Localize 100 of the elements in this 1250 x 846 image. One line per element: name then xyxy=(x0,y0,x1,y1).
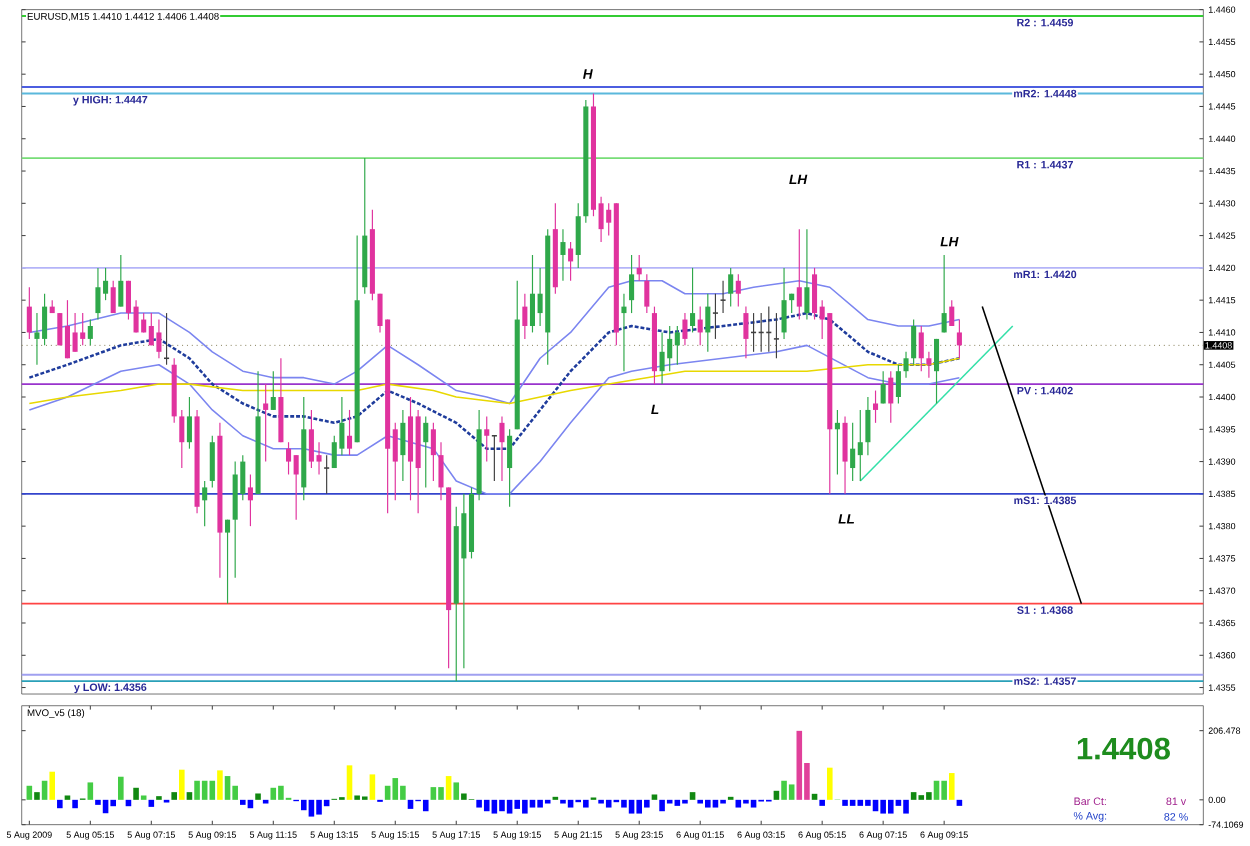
candlestick xyxy=(64,299,70,359)
candlestick xyxy=(796,228,802,321)
candlestick xyxy=(323,454,330,495)
bar xyxy=(72,799,78,809)
bar xyxy=(316,799,322,815)
bar xyxy=(880,799,886,814)
bar xyxy=(49,771,56,800)
candlestick xyxy=(202,480,208,527)
bar xyxy=(118,776,124,800)
bar xyxy=(522,799,528,814)
bar xyxy=(628,799,635,814)
candlestick xyxy=(423,415,429,488)
candlestick xyxy=(293,454,299,521)
candlestick xyxy=(42,293,48,346)
bar xyxy=(308,799,315,817)
bar xyxy=(422,799,429,812)
candlestick xyxy=(461,493,467,669)
candlestick xyxy=(949,299,955,327)
bar xyxy=(278,785,284,800)
bar xyxy=(583,799,589,808)
candlestick xyxy=(735,273,741,308)
candlestick xyxy=(163,312,170,366)
candlestick xyxy=(933,338,940,405)
bar xyxy=(537,799,543,808)
annotation: 1.4408 xyxy=(1077,737,1170,760)
candlestick xyxy=(87,318,93,346)
candlestick xyxy=(118,254,124,308)
candlestick xyxy=(880,370,886,405)
candlestick xyxy=(400,409,406,482)
bar xyxy=(57,799,63,809)
bar xyxy=(95,799,101,805)
candlestick xyxy=(430,422,436,482)
bar xyxy=(857,799,864,806)
candlestick xyxy=(719,280,727,314)
candlestick xyxy=(834,409,840,476)
candlestick xyxy=(209,435,215,488)
candlestick xyxy=(278,357,284,443)
bar xyxy=(400,785,406,800)
candlestick xyxy=(560,228,566,282)
candlestick xyxy=(148,312,154,346)
bar xyxy=(636,799,642,814)
candlestick xyxy=(690,267,696,334)
candlestick xyxy=(308,409,314,469)
bar xyxy=(194,780,200,800)
candlestick xyxy=(26,286,32,340)
candlestick xyxy=(636,254,642,282)
candlestick xyxy=(941,254,947,334)
candlestick xyxy=(781,267,787,340)
bar xyxy=(910,792,917,800)
bar xyxy=(171,792,177,800)
bar xyxy=(705,799,711,808)
bar xyxy=(110,799,116,807)
bar xyxy=(926,792,932,800)
candlestick xyxy=(903,351,909,379)
candlestick xyxy=(812,267,818,321)
candlestick xyxy=(850,422,856,482)
bar xyxy=(392,778,399,800)
candlestick xyxy=(865,396,871,456)
bar xyxy=(476,799,482,808)
bar xyxy=(300,799,307,811)
candlestick xyxy=(491,434,498,482)
bar xyxy=(788,784,795,800)
bar xyxy=(903,799,909,814)
candlestick xyxy=(697,306,703,346)
bar xyxy=(506,799,513,814)
candlestick xyxy=(621,293,627,372)
candlestick xyxy=(644,273,650,314)
candlestick xyxy=(705,293,711,353)
candlestick xyxy=(911,318,917,366)
candlestick xyxy=(156,318,162,359)
bar xyxy=(438,787,444,800)
bar xyxy=(529,799,536,808)
candlestick xyxy=(575,202,581,269)
bar xyxy=(644,799,650,808)
bar xyxy=(712,799,719,808)
bar xyxy=(87,782,94,800)
candlestick xyxy=(72,312,78,353)
candlestick xyxy=(95,267,101,321)
bar xyxy=(514,799,521,809)
bar xyxy=(461,793,467,800)
candlestick xyxy=(682,312,688,346)
candlestick xyxy=(110,280,116,314)
candlestick xyxy=(484,415,490,463)
candlestick xyxy=(529,254,536,334)
candlestick xyxy=(522,293,528,340)
bar xyxy=(224,776,231,800)
candlestick xyxy=(659,331,665,385)
bar xyxy=(621,799,627,808)
bar xyxy=(887,799,894,814)
candlestick xyxy=(34,312,40,366)
bar xyxy=(148,799,155,807)
bar xyxy=(186,792,193,800)
bar xyxy=(865,799,871,806)
candlestick xyxy=(674,325,680,366)
bar xyxy=(453,782,460,800)
candlestick xyxy=(80,312,86,346)
bar xyxy=(651,794,658,800)
bar xyxy=(499,799,505,812)
bar xyxy=(941,780,947,800)
candlestick xyxy=(872,389,879,424)
